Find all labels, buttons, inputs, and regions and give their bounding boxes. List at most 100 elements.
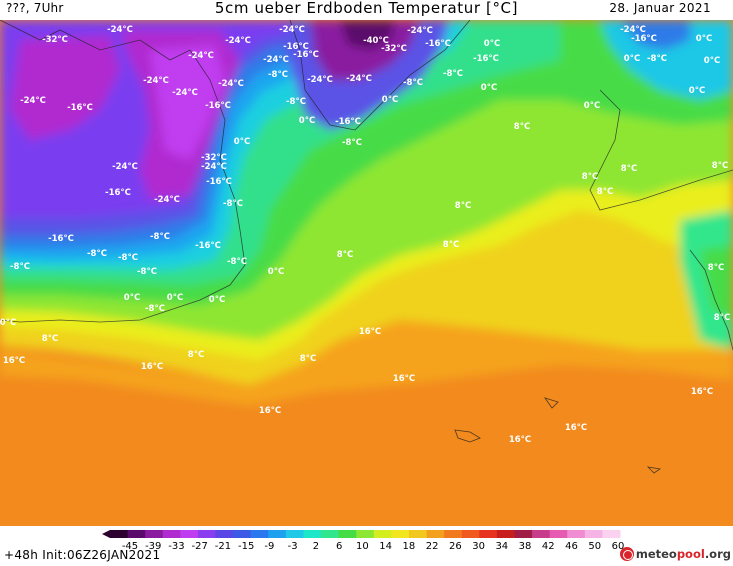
- legend-tick-label: -27: [192, 541, 208, 550]
- temperature-label: -8°C: [137, 267, 157, 277]
- temperature-label: -24°C: [143, 76, 169, 86]
- temperature-label: 16°C: [141, 362, 163, 372]
- legend-tick-label: -33: [168, 541, 184, 550]
- legend-tick-label: 60: [612, 541, 625, 550]
- legend-swatch: [356, 530, 375, 538]
- temperature-label: 8°C: [708, 263, 724, 273]
- temperature-label: -8°C: [342, 138, 362, 148]
- temperature-label: -24°C: [154, 195, 180, 205]
- temperature-label: -16°C: [631, 34, 657, 44]
- temperature-label: -24°C: [201, 162, 227, 172]
- legend-tick-label: 26: [449, 541, 462, 550]
- legend-swatch: [145, 530, 164, 538]
- legend-swatch: [233, 530, 252, 538]
- temperature-label: -16°C: [67, 103, 93, 113]
- color-legend: [102, 530, 621, 538]
- temperature-label: -16°C: [473, 54, 499, 64]
- legend-tick-label: -9: [264, 541, 274, 550]
- temperature-label: 0°C: [481, 83, 497, 93]
- temperature-label: -24°C: [218, 79, 244, 89]
- temperature-label: 8°C: [514, 122, 530, 132]
- legend-swatch: [197, 530, 217, 538]
- legend-tick-label: 14: [379, 541, 392, 550]
- temperature-label: -32°C: [201, 153, 227, 163]
- temperature-label: -8°C: [223, 199, 243, 209]
- model-run-info: +48h Init:06Z26JAN2021: [4, 548, 161, 562]
- temperature-label: -8°C: [403, 78, 423, 88]
- temperature-label: 16°C: [393, 374, 415, 384]
- temperature-label: -24°C: [279, 25, 305, 35]
- legend-swatch: [127, 530, 146, 538]
- temperature-label: 0°C: [167, 293, 183, 303]
- map-date: 28. Januar 2021: [609, 1, 711, 15]
- temperature-label: -24°C: [172, 88, 198, 98]
- legend-tick-label: 46: [565, 541, 578, 550]
- legend-tick-label: 50: [588, 541, 601, 550]
- temperature-label: 0°C: [268, 267, 284, 277]
- legend-swatch: [602, 530, 621, 538]
- temperature-label: 0°C: [584, 101, 600, 111]
- legend-swatch: [391, 530, 410, 538]
- temperature-label: 8°C: [714, 313, 730, 323]
- legend-swatch: [215, 530, 234, 538]
- temperature-label: 16°C: [509, 435, 531, 445]
- legend-swatch: [268, 530, 287, 538]
- temperature-label: -24°C: [620, 25, 646, 35]
- legend-swatch: [514, 530, 533, 538]
- temperature-label: -16°C: [105, 188, 131, 198]
- legend-swatch: [303, 530, 322, 538]
- temperature-label: -16°C: [206, 177, 232, 187]
- brand-icon: [619, 547, 634, 561]
- temperature-label: -16°C: [48, 234, 74, 244]
- temperature-label: 16°C: [359, 327, 381, 337]
- temperature-label: -16°C: [335, 117, 361, 127]
- temperature-label: -8°C: [443, 69, 463, 79]
- temperature-field: [0, 20, 733, 526]
- legend-tick-label: 22: [426, 541, 439, 550]
- temperature-label: 8°C: [300, 354, 316, 364]
- temperature-label: -24°C: [20, 96, 46, 106]
- temperature-label: 8°C: [337, 250, 353, 260]
- temperature-label: -16°C: [205, 101, 231, 111]
- map-title: 5cm ueber Erdboden Temperatur [°C]: [214, 0, 519, 17]
- legend-tick-label: 34: [495, 541, 508, 550]
- islands: [454, 397, 662, 474]
- temperature-label: 8°C: [455, 201, 471, 211]
- map-footer: -45 -39 -33 -27 -21 -15 -9 -3 2 6 10 14 18 22 26 30 34 38…: [0, 526, 733, 566]
- isotherm-labels: -24°C-32°C -24°C-24°C-16°C-16°C-40°C-32°C…: [0, 25, 730, 445]
- temperature-label: 0°C: [234, 137, 250, 147]
- temperature-label: 0°C: [704, 56, 720, 66]
- legend-swatch: [373, 530, 392, 538]
- temperature-label: 0°C: [0, 318, 16, 328]
- legend-swatch: [584, 530, 603, 538]
- temperature-label: -8°C: [286, 97, 306, 107]
- temperature-label: 8°C: [188, 350, 204, 360]
- temperature-label: 0°C: [696, 34, 712, 44]
- temperature-label: 0°C: [124, 293, 140, 303]
- temperature-label: -8°C: [118, 253, 138, 263]
- legend-swatch: [496, 530, 515, 538]
- temperature-label: -24°C: [407, 26, 433, 36]
- legend-swatch: [532, 530, 551, 538]
- legend-tick-label: -21: [215, 541, 231, 550]
- temperature-label: -32°C: [42, 35, 68, 45]
- temperature-label: -24°C: [307, 75, 333, 85]
- temperature-label: 16°C: [259, 406, 281, 416]
- temperature-label: -40°C: [363, 36, 389, 46]
- temperature-label: -8°C: [647, 54, 667, 64]
- temperature-label: -8°C: [145, 304, 165, 314]
- temperature-label: 0°C: [209, 295, 225, 305]
- legend-swatch: [162, 530, 181, 538]
- legend-swatch: [408, 530, 428, 538]
- temperature-label: 16°C: [565, 423, 587, 433]
- temperature-label: -24°C: [112, 162, 138, 172]
- brand-logo: meteo pool .org: [619, 545, 731, 563]
- temperature-label: -24°C: [107, 25, 133, 35]
- temperature-label: 8°C: [42, 334, 58, 344]
- temperature-label: 16°C: [3, 356, 25, 366]
- legend-swatch: [285, 530, 304, 538]
- temperature-label: 8°C: [443, 240, 459, 250]
- coastlines: [0, 20, 733, 351]
- legend-tick-label: 2: [313, 541, 319, 550]
- temperature-label: -8°C: [227, 257, 247, 267]
